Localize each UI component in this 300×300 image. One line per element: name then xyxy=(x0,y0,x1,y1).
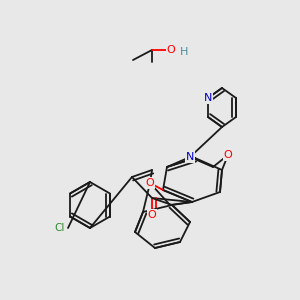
Text: O: O xyxy=(167,45,176,55)
Text: O: O xyxy=(146,178,154,188)
Text: N: N xyxy=(204,93,212,103)
Text: N: N xyxy=(186,152,194,162)
Text: O: O xyxy=(148,210,156,220)
Text: Cl: Cl xyxy=(55,223,65,233)
Text: H: H xyxy=(180,47,188,57)
Text: O: O xyxy=(224,150,232,160)
